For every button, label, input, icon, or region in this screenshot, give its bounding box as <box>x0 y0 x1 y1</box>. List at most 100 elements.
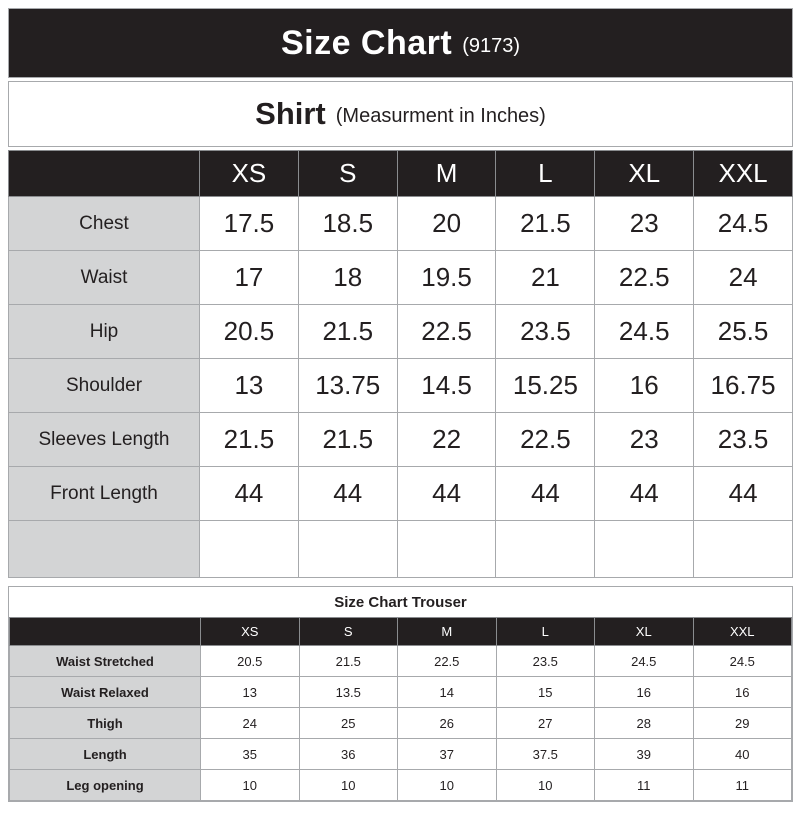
cell-value <box>199 520 299 578</box>
cell-value: 44 <box>396 466 497 521</box>
table-row: Leg opening 10 10 10 10 11 11 <box>9 769 792 801</box>
table-row: Hip 20.5 21.5 22.5 23.5 24.5 25.5 <box>8 304 793 359</box>
table-row: Waist 17 18 19.5 21 22.5 24 <box>8 250 793 305</box>
cell-value <box>693 520 793 578</box>
size-column-header: XS <box>199 150 299 197</box>
cell-value: 24.5 <box>594 304 695 359</box>
row-label: Waist Relaxed <box>9 676 201 708</box>
cell-value: 17.5 <box>199 196 299 251</box>
cell-value: 10 <box>495 769 595 801</box>
main-title-bar: Size Chart (9173) <box>8 8 793 78</box>
cell-value: 23.5 <box>495 645 595 677</box>
cell-value <box>495 520 596 578</box>
cell-value: 13 <box>200 676 300 708</box>
cell-value: 22.5 <box>396 304 497 359</box>
cell-value: 24 <box>693 250 793 305</box>
shirt-size-table: XS S M L XL XXL Chest 17.5 18.5 20 21.5 23 24.5 Wais… <box>8 150 793 578</box>
cell-value: 44 <box>594 466 695 521</box>
table-row: Shoulder 13 13.75 14.5 15.25 16 16.75 <box>8 358 793 413</box>
cell-value: 26 <box>397 707 497 739</box>
cell-value: 16 <box>692 676 792 708</box>
shirt-table-header-row: XS S M L XL XXL <box>8 150 793 197</box>
size-column-header: S <box>298 617 398 646</box>
cell-value: 10 <box>200 769 300 801</box>
row-label: Front Length <box>8 466 200 521</box>
cell-value: 21.5 <box>297 304 398 359</box>
cell-value <box>594 520 695 578</box>
cell-value: 23 <box>594 196 695 251</box>
cell-value: 10 <box>397 769 497 801</box>
row-label: Length <box>9 738 201 770</box>
cell-value: 21 <box>495 250 596 305</box>
row-label: Sleeves Length <box>8 412 200 467</box>
cell-value: 23.5 <box>693 412 793 467</box>
table-row: Front Length 44 44 44 44 44 44 <box>8 466 793 521</box>
cell-value: 14.5 <box>396 358 497 413</box>
cell-value: 10 <box>298 769 398 801</box>
size-column-header: M <box>397 617 497 646</box>
cell-value: 19.5 <box>396 250 497 305</box>
cell-value: 23 <box>594 412 695 467</box>
row-label: Waist Stretched <box>9 645 201 677</box>
cell-value: 15.25 <box>495 358 596 413</box>
cell-value: 29 <box>692 707 792 739</box>
row-label: Leg opening <box>9 769 201 801</box>
cell-value: 14 <box>397 676 497 708</box>
row-label: Thigh <box>9 707 201 739</box>
size-column-header: L <box>495 150 596 197</box>
cell-value: 18 <box>297 250 398 305</box>
cell-value: 20.5 <box>200 645 300 677</box>
cell-value: 17 <box>199 250 299 305</box>
cell-value: 21.5 <box>298 645 398 677</box>
cell-value: 24 <box>200 707 300 739</box>
cell-value: 16 <box>594 676 694 708</box>
row-label: Waist <box>8 250 200 305</box>
shirt-subtitle: (Measurment in Inches) <box>335 105 546 127</box>
cell-value: 44 <box>693 466 793 521</box>
cell-value: 28 <box>594 707 694 739</box>
table-row: Thigh 24 25 26 27 28 29 <box>9 707 792 739</box>
table-row: Waist Stretched 20.5 21.5 22.5 23.5 24.5 24.5 <box>9 645 792 677</box>
cell-value: 37 <box>397 738 497 770</box>
cell-value: 11 <box>692 769 792 801</box>
size-column-header: XL <box>594 150 695 197</box>
table-row: Sleeves Length 21.5 21.5 22 22.5 23 23.5 <box>8 412 793 467</box>
cell-value <box>396 520 497 578</box>
cell-value: 22.5 <box>495 412 596 467</box>
cell-value: 20 <box>396 196 497 251</box>
row-label: Shoulder <box>8 358 200 413</box>
table-row: Waist Relaxed 13 13.5 14 15 16 16 <box>9 676 792 708</box>
cell-value: 13.5 <box>298 676 398 708</box>
cell-value: 22.5 <box>594 250 695 305</box>
cell-value: 35 <box>200 738 300 770</box>
trouser-table-title: Size Chart Trouser <box>9 587 792 617</box>
cell-value: 40 <box>692 738 792 770</box>
cell-value: 21.5 <box>297 412 398 467</box>
shirt-title: Shirt <box>255 96 326 131</box>
cell-value: 13 <box>199 358 299 413</box>
cell-value: 37.5 <box>495 738 595 770</box>
cell-value: 16.75 <box>693 358 793 413</box>
trouser-table-header-row: XS S M L XL XXL <box>9 617 792 646</box>
cell-value: 13.75 <box>297 358 398 413</box>
cell-value: 39 <box>594 738 694 770</box>
table-row: Chest 17.5 18.5 20 21.5 23 24.5 <box>8 196 793 251</box>
corner-cell <box>8 150 200 197</box>
cell-value: 21.5 <box>199 412 299 467</box>
cell-value: 25.5 <box>693 304 793 359</box>
table-row: Length 35 36 37 37.5 39 40 <box>9 738 792 770</box>
page-title: Size Chart <box>280 23 453 62</box>
cell-value: 25 <box>298 707 398 739</box>
row-label <box>8 520 200 578</box>
cell-value: 24.5 <box>692 645 792 677</box>
corner-cell <box>9 617 201 646</box>
size-column-header: L <box>495 617 595 646</box>
cell-value: 24.5 <box>594 645 694 677</box>
cell-value: 44 <box>495 466 596 521</box>
cell-value: 36 <box>298 738 398 770</box>
table-row <box>8 520 793 578</box>
row-label: Hip <box>8 304 200 359</box>
page-title-code: (9173) <box>462 34 521 57</box>
size-column-header: M <box>396 150 497 197</box>
